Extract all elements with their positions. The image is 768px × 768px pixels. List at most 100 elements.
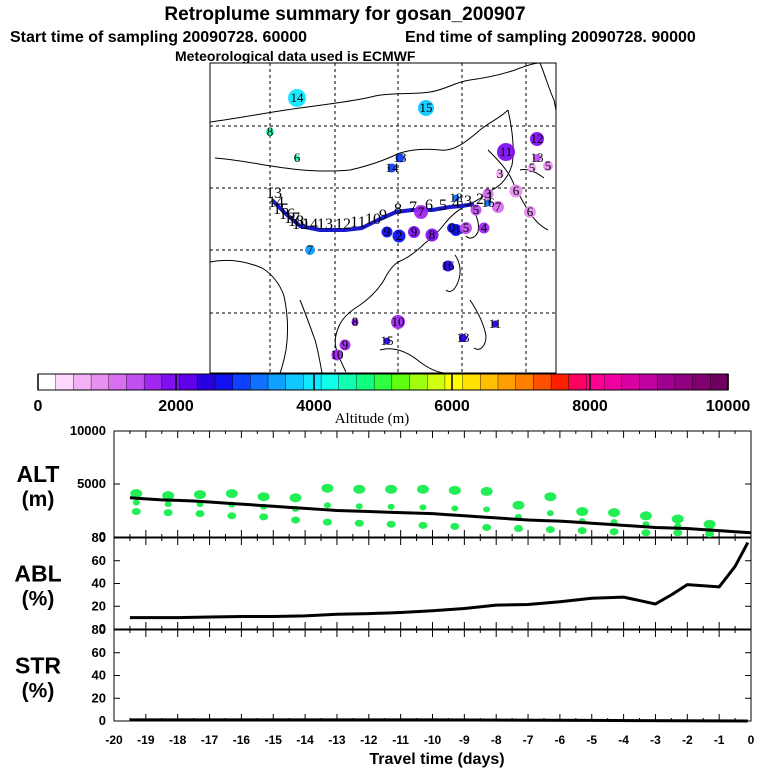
colorbar-cell <box>657 373 676 391</box>
colorbar-cell <box>126 373 145 391</box>
colorbar-cell <box>568 373 588 391</box>
panel-ylabel-unit: (m) <box>22 488 55 511</box>
map-cluster-marker: 8 <box>351 314 359 329</box>
y-tick-label: 80 <box>92 530 106 545</box>
cluster-label: 3 <box>497 166 504 181</box>
colorbar-cell <box>108 373 128 391</box>
cluster-circle <box>387 163 397 173</box>
x-tick-label: 0 <box>748 733 755 747</box>
cluster-blob <box>418 521 428 529</box>
y-tick-label: 40 <box>92 668 106 683</box>
cluster-circle <box>482 188 494 200</box>
map-cluster-marker: 7 <box>492 199 504 214</box>
colorbar-cell <box>161 373 181 391</box>
y-tick-label: 60 <box>92 553 106 568</box>
colorbar-cell <box>603 373 623 391</box>
cluster-label: 11 <box>500 144 513 159</box>
cluster-blob <box>322 518 332 526</box>
cluster-blob <box>227 512 237 520</box>
map-cluster-marker: 14 <box>288 89 306 107</box>
cluster-blob <box>482 523 492 531</box>
colorbar-cell <box>143 373 163 391</box>
cluster-circle <box>452 194 460 202</box>
altitude-colorbar: 0 2000 4000 6000 8000 10000 Altitude (m) <box>34 373 751 427</box>
mean-trajectory-path <box>270 198 475 232</box>
panel-alt: ALT(m) 0 5000 10000 <box>16 423 752 544</box>
cluster-blob <box>448 485 461 495</box>
map-cluster-marker: 13 <box>394 150 407 165</box>
colorbar-cell <box>674 373 694 391</box>
y-tick-label: 0 <box>99 713 106 728</box>
cluster-blob <box>355 503 363 510</box>
map-cluster-marker: 10 <box>331 347 344 362</box>
altitude-clusters <box>130 483 716 538</box>
cluster-blob <box>546 510 554 517</box>
trajectory-day-label: 2 <box>476 191 484 208</box>
cluster-blob <box>291 516 301 524</box>
cluster-blob <box>323 502 331 509</box>
cluster-blob <box>164 501 172 508</box>
time-series-panels: ALT(m)0500010000ABL(%)020406080STR(%)020… <box>14 423 752 728</box>
x-tick-label: -16 <box>233 733 251 747</box>
trajectory-day-label: 12 <box>335 216 351 233</box>
cluster-circle <box>425 228 439 242</box>
colorbar-cell <box>179 373 198 391</box>
map-cluster-marker: 9 <box>339 337 351 352</box>
map-cluster-marker: 14 <box>386 160 400 175</box>
cluster-circle <box>460 222 472 234</box>
x-tick-label: -9 <box>459 733 470 747</box>
panel-frame <box>113 629 752 722</box>
panel-ylabel: STR <box>15 653 61 679</box>
trajectory-day-label: 14 <box>302 216 318 233</box>
cluster-blob <box>193 490 206 500</box>
x-tick-label: -19 <box>137 733 155 747</box>
cluster-circle <box>395 153 405 163</box>
colorbar-cell <box>427 373 446 391</box>
cluster-blob <box>545 526 555 534</box>
colorbar-cell <box>480 373 499 391</box>
x-tick-label: -20 <box>105 733 123 747</box>
x-tick-label: -5 <box>586 733 597 747</box>
colorbar-cell <box>444 373 464 391</box>
cluster-label: 5 <box>473 202 480 217</box>
figure-title: Retroplume summary for gosan_200907 <box>164 4 525 25</box>
map-cluster-marker: 5 <box>460 220 472 235</box>
cluster-circle <box>509 184 523 198</box>
x-tick-label: -8 <box>491 733 502 747</box>
map-cluster-marker: 10 <box>391 314 405 329</box>
cluster-blob <box>386 520 396 528</box>
map-cluster-marker: 3 <box>482 186 494 201</box>
cluster-label: 0 <box>449 220 456 235</box>
x-axis-tick-labels: -20 -19 -18 -17 -16 -15 -14 -13 -12 -11 -10 -9 -8 -7-… <box>105 733 754 747</box>
trajectory-day-label: 16 <box>279 206 295 223</box>
y-tick-label: 20 <box>92 598 106 613</box>
cluster-circle <box>381 226 393 238</box>
cluster-circle <box>484 199 492 207</box>
cluster-blob <box>354 519 364 527</box>
x-axis-label: Travel time (days) <box>369 751 504 768</box>
cluster-circle <box>383 337 391 345</box>
cluster-label: 12 <box>531 131 544 146</box>
map-cluster-marker: 8 <box>425 227 439 242</box>
trajectory-day-label: 14 <box>268 194 284 211</box>
map-cluster-marker: 6 <box>509 183 523 198</box>
cluster-blob <box>673 529 683 537</box>
cluster-circle <box>351 318 359 326</box>
y-tick-label: 0 <box>99 529 106 544</box>
colorbar-cell <box>356 373 375 391</box>
cluster-blob <box>609 528 619 536</box>
panel-ylabel: ALT <box>16 461 59 487</box>
cluster-label: 16 <box>482 195 496 210</box>
x-tick-label: -15 <box>265 733 283 747</box>
cluster-circle <box>497 143 515 161</box>
cluster-blob <box>483 506 491 513</box>
map-cluster-marker: 5 <box>470 202 482 217</box>
colorbar-tick-label: 10000 <box>706 398 751 415</box>
cluster-blob <box>705 530 715 538</box>
cluster-circle <box>491 320 499 328</box>
cluster-label: 13 <box>394 150 407 165</box>
cluster-label: 9 <box>384 224 391 239</box>
x-tick-label: -11 <box>392 733 409 747</box>
colorbar-tick-label: 4000 <box>296 398 332 415</box>
